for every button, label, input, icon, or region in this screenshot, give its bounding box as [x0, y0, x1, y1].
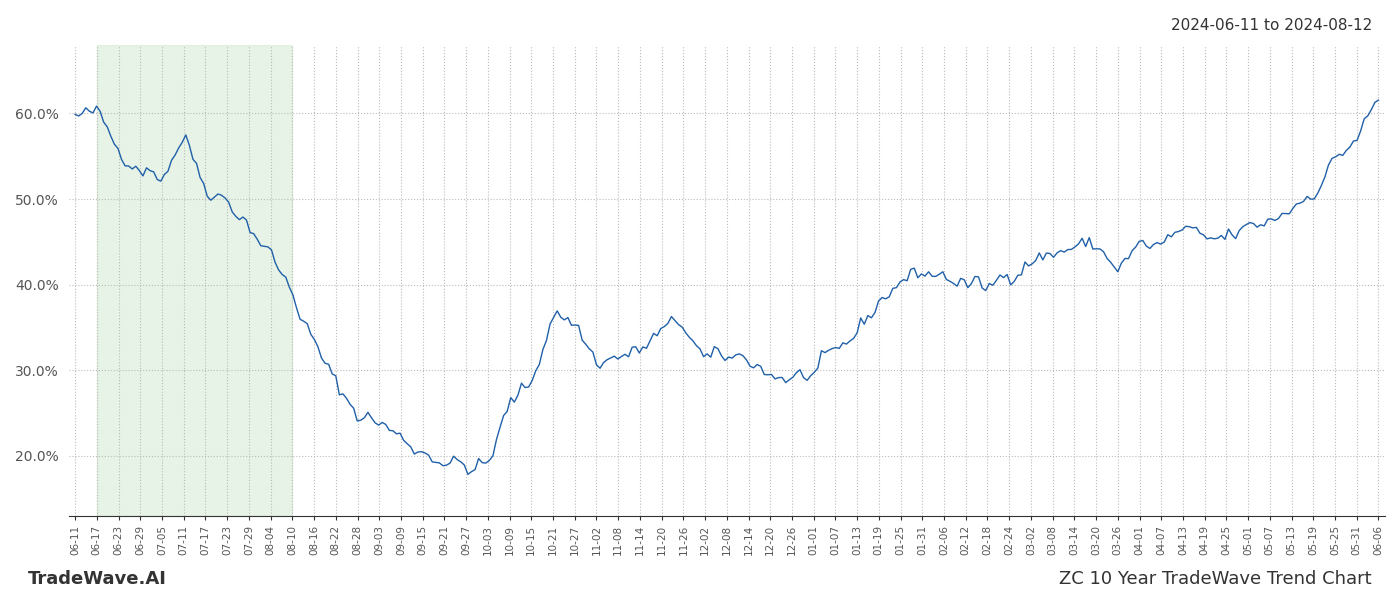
Text: ZC 10 Year TradeWave Trend Chart: ZC 10 Year TradeWave Trend Chart — [1060, 570, 1372, 588]
Text: TradeWave.AI: TradeWave.AI — [28, 570, 167, 588]
Bar — [97, 45, 293, 516]
Text: 2024-06-11 to 2024-08-12: 2024-06-11 to 2024-08-12 — [1170, 18, 1372, 33]
